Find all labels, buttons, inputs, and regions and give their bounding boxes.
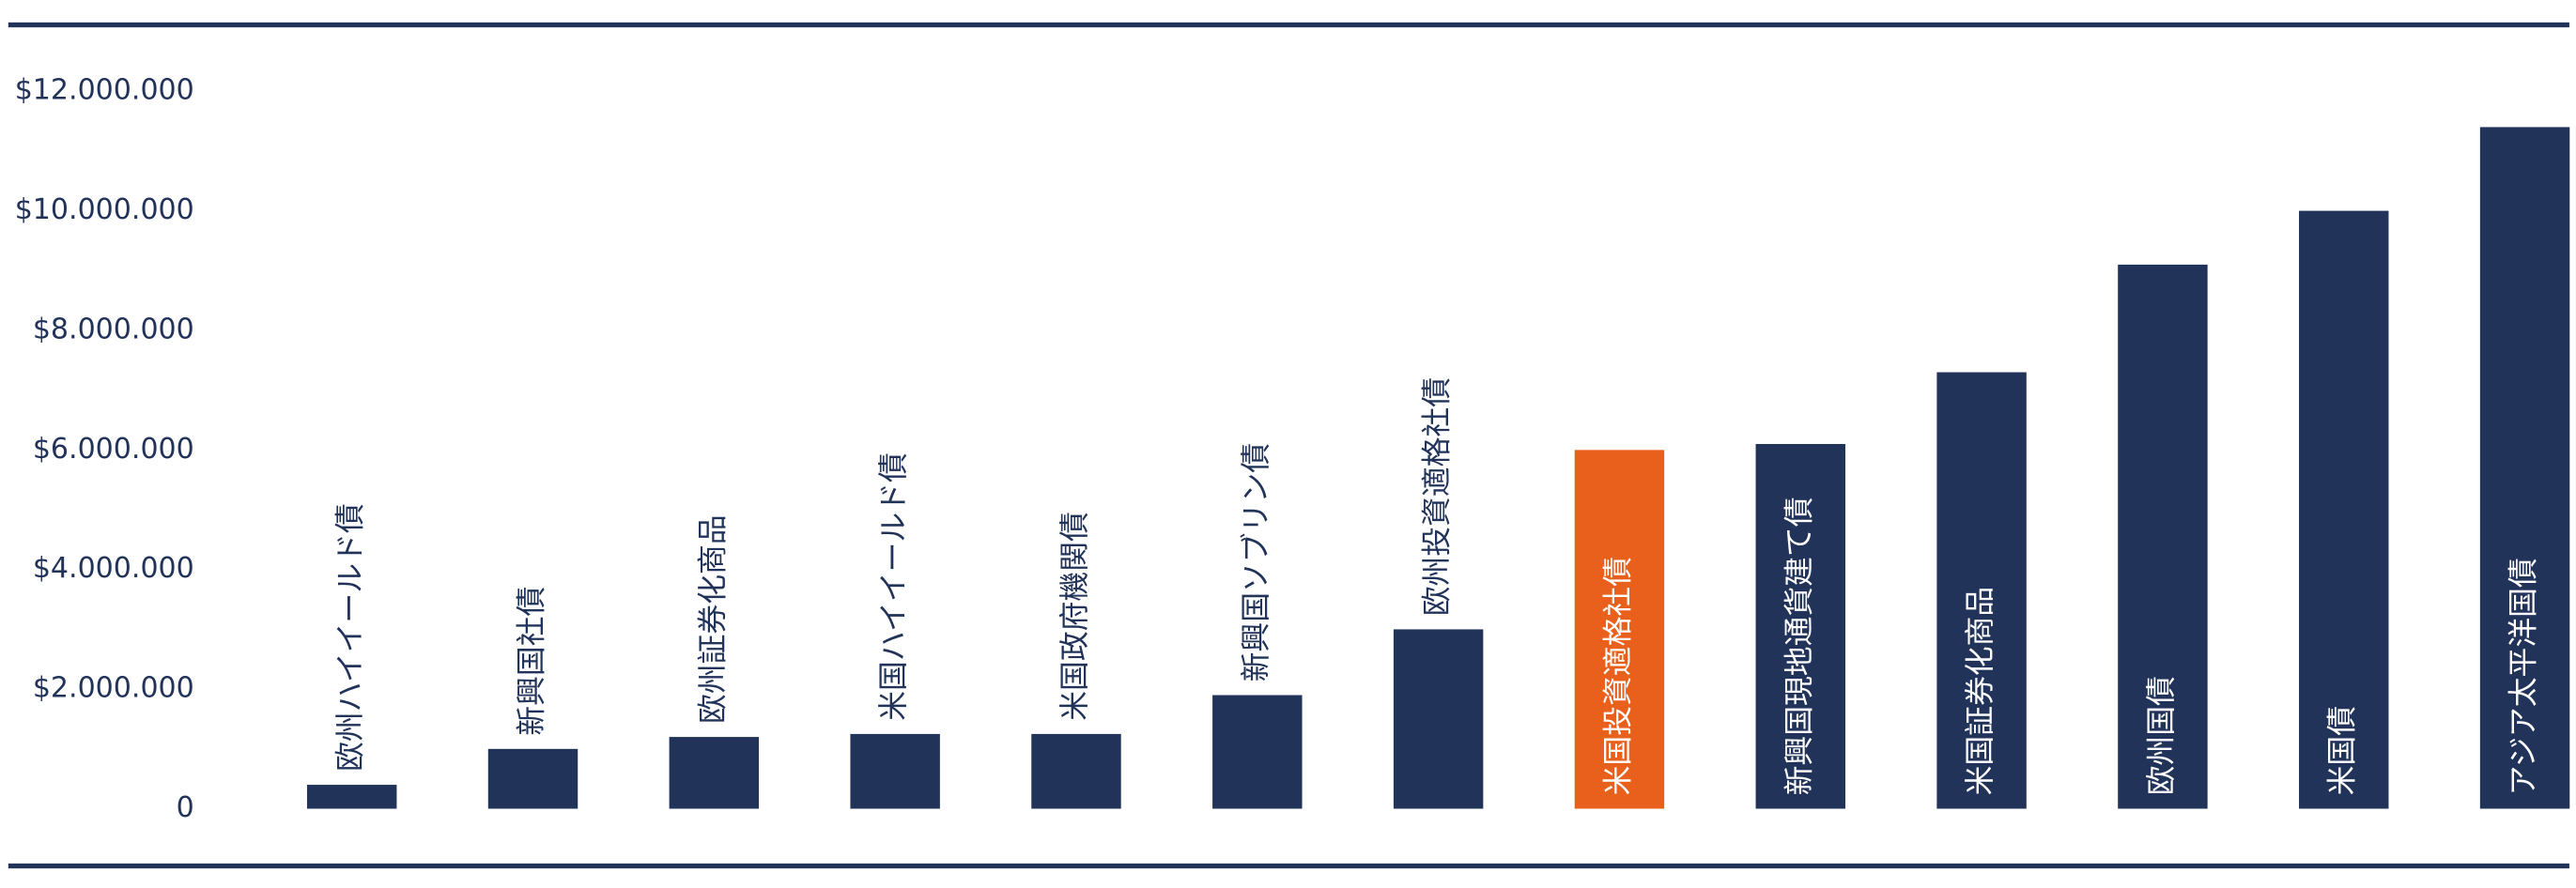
category-label: 欧州国債 xyxy=(2143,676,2179,795)
bar xyxy=(1574,450,1665,809)
bar xyxy=(487,748,578,809)
y-tick-label: $12.000.000 xyxy=(15,74,194,107)
bar xyxy=(1936,372,2027,809)
y-tick-label: 0 xyxy=(177,791,194,824)
bar xyxy=(1031,733,1121,809)
bar xyxy=(2299,210,2389,809)
category-label: 新興国ソブリン債 xyxy=(1238,443,1273,681)
category-label: 米国証券化商品 xyxy=(1962,587,1998,796)
category-label: 米国投資適格社債 xyxy=(1599,557,1635,795)
bar xyxy=(1393,629,1484,809)
bar xyxy=(1212,695,1303,809)
bar xyxy=(1755,443,1845,809)
bar xyxy=(2479,127,2570,809)
y-tick-label: $4.000.000 xyxy=(33,552,194,585)
category-label: 欧州証券化商品 xyxy=(694,514,730,724)
category-label: 米国ハイイールド債 xyxy=(875,452,911,721)
y-tick-label: $8.000.000 xyxy=(33,313,194,345)
category-label: 新興国現地通貨建て債 xyxy=(1781,497,1816,795)
y-tick-label: $6.000.000 xyxy=(33,433,194,466)
category-label: 欧州ハイイールド債 xyxy=(332,503,368,772)
bar xyxy=(306,785,397,809)
category-label: 新興国社債 xyxy=(514,587,549,736)
y-tick-label: $10.000.000 xyxy=(15,193,194,226)
category-label: アジア太平洋国債 xyxy=(2506,558,2541,795)
bar xyxy=(669,737,760,809)
category-label: 米国政府機関債 xyxy=(1057,512,1092,721)
category-label: 米国債 xyxy=(2324,706,2360,795)
bar xyxy=(2118,264,2208,809)
category-label: 欧州投資適格社債 xyxy=(1419,377,1455,616)
y-tick-label: $2.000.000 xyxy=(33,672,194,705)
bar xyxy=(850,733,940,809)
